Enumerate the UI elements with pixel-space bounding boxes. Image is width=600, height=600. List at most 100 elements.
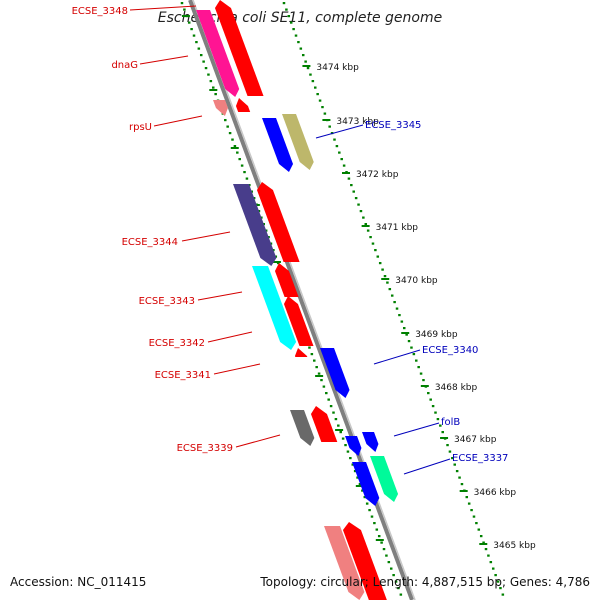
track-dot [496,580,500,583]
track-dot [399,593,403,596]
track-dot [494,574,497,577]
track-dot [322,385,326,388]
track-dot [455,470,459,473]
gene-leader-line [129,5,197,11]
gene-bar-cyan [252,266,297,350]
gene-arrow-blue [262,118,294,172]
track-dot [357,203,360,206]
track-dot [465,496,469,499]
track-dot [341,437,345,440]
track-dot [385,554,388,557]
track-dot [338,151,341,154]
track-dot [236,151,239,154]
gene-label-reverse: ECSE_3348 [72,6,128,17]
gene-bar-deeppink [196,10,240,97]
track-dot [373,522,376,525]
track-dot [347,177,351,180]
gene-label-forward: ECSE_3345 [365,120,421,131]
track-dot [501,593,505,596]
track-dot [397,587,400,590]
kbp-label: 3471 kbp [376,223,419,233]
track-dot [472,515,476,518]
track-dot [402,327,406,330]
track-dot [377,535,381,538]
track-dot [318,99,322,102]
gene-arrow-red [283,296,314,346]
track-dot [359,210,363,213]
track-dot [231,138,234,141]
track-dot [477,528,481,531]
gene-leader-line [207,331,253,343]
track-dot [325,392,328,395]
kbp-label: 3466 kbp [474,488,517,498]
gene-leader-line [373,349,421,365]
track-dot [378,262,382,265]
track-dot [405,333,408,336]
track-dot [427,392,430,395]
track-dot [487,554,490,557]
gene-arrow-blue [362,432,379,452]
track-dot [381,268,384,271]
gene-arrow-red [294,348,308,357]
track-dot [429,398,432,401]
gene-leader-line [393,422,440,437]
track-dot [292,28,295,31]
gene-label-reverse: ECSE_3342 [149,338,205,349]
track-dot [393,301,396,304]
track-dot [484,548,488,551]
track-dot [422,379,425,382]
track-dot [458,476,461,479]
track-dot [475,522,478,525]
track-dot [226,125,229,128]
track-dot [301,54,305,57]
gene-leader-line [235,434,281,448]
track-dot [282,2,286,5]
gene-label-reverse: ECSE_3341 [155,370,211,381]
track-dot [240,164,244,167]
track-dot [285,8,288,11]
track-dot [337,424,340,427]
track-dot [313,359,316,362]
kbp-label: 3467 kbp [454,435,497,445]
track-dot [333,138,336,141]
track-dot [329,405,333,408]
gene-label-forward: ECSE_3337 [452,453,508,464]
track-dot [204,67,208,70]
track-dot [434,411,437,414]
track-dot [245,177,249,180]
track-dot [398,314,401,317]
track-dot [446,444,449,447]
track-dot [364,223,368,226]
track-dot [309,73,312,76]
track-dot [439,424,442,427]
track-dot [212,86,215,89]
track-dot [233,145,237,148]
track-dot [354,197,358,200]
gene-bar-mediumspringgreen [370,456,399,502]
track-dot [297,41,300,44]
track-dot [243,171,246,174]
track-dot [431,405,435,408]
track-dot [451,457,454,460]
track-dot [199,54,203,57]
track-dot [482,541,485,544]
track-dot [489,561,493,564]
track-dot [382,548,386,551]
track-dot [412,353,416,356]
gene-arrow-red [214,0,264,96]
track-dot [453,463,456,466]
kbp-label: 3470 kbp [395,276,438,286]
track-dot [289,21,293,24]
track-dot [352,190,355,193]
track-dot [436,418,440,421]
gene-bar-dimgray [290,410,315,446]
track-dot [190,28,193,31]
gene-features [196,0,399,600]
kbp-label: 3473 kbp [336,117,379,127]
gene-label-reverse: ECSE_3343 [139,296,195,307]
track-dot [207,73,210,76]
track-dot [417,366,420,369]
track-dot [491,567,495,570]
track-dot [386,281,389,284]
track-dot [369,236,372,239]
